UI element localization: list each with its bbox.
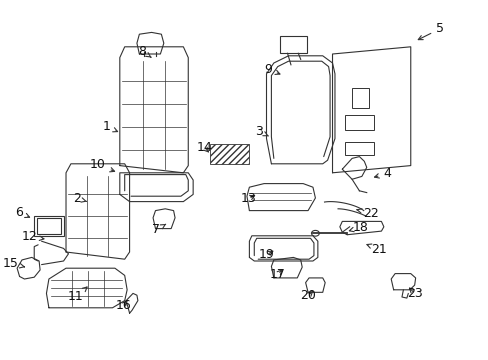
Text: 10: 10 [90, 158, 114, 172]
Bar [37, 218, 61, 234]
Text: 19: 19 [258, 248, 274, 261]
Text: 9: 9 [264, 63, 279, 76]
Text: 23: 23 [406, 287, 422, 300]
Text: 4: 4 [374, 167, 390, 180]
Bar [210, 144, 249, 164]
Bar [279, 36, 306, 53]
Text: 14: 14 [196, 141, 212, 154]
Bar [34, 216, 63, 236]
Text: 18: 18 [348, 221, 368, 234]
Text: 7: 7 [152, 223, 165, 236]
Text: 21: 21 [366, 243, 386, 256]
Bar [344, 115, 373, 130]
Text: 15: 15 [3, 257, 24, 270]
Bar [351, 88, 368, 108]
Bar [344, 142, 373, 155]
Text: 5: 5 [417, 22, 443, 40]
Text: 8: 8 [138, 45, 151, 58]
Text: 12: 12 [21, 230, 44, 243]
Text: 2: 2 [73, 192, 86, 205]
Text: 1: 1 [102, 120, 117, 133]
Text: 6: 6 [15, 206, 29, 219]
Text: 11: 11 [68, 287, 87, 303]
Text: 20: 20 [300, 289, 315, 302]
Text: 22: 22 [356, 207, 378, 220]
Text: 17: 17 [269, 268, 285, 281]
Text: 16: 16 [115, 299, 131, 312]
Text: 3: 3 [255, 125, 268, 138]
Text: 13: 13 [240, 192, 256, 205]
